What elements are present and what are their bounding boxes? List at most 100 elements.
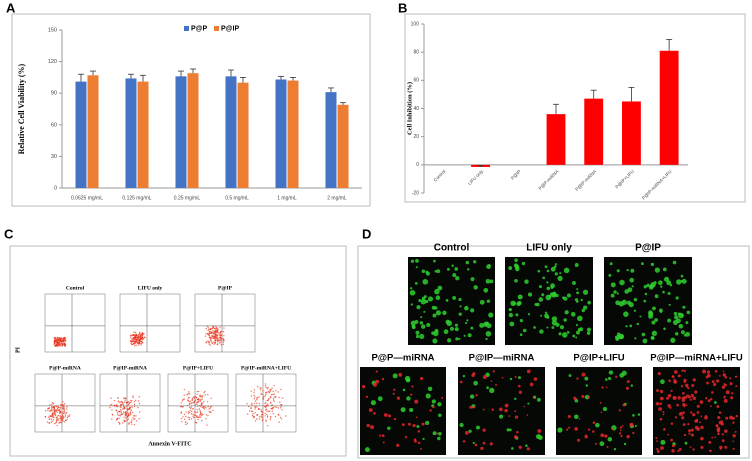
event-dot bbox=[135, 344, 137, 347]
red-cell bbox=[619, 432, 622, 435]
event-dot bbox=[116, 405, 119, 408]
event-dot bbox=[61, 418, 64, 420]
panel-frame bbox=[9, 245, 347, 457]
event-dot bbox=[140, 337, 142, 340]
green-cell bbox=[580, 298, 583, 302]
green-cell bbox=[434, 328, 439, 334]
green-cell bbox=[486, 323, 492, 329]
event-dot bbox=[190, 413, 193, 415]
event-dot bbox=[141, 332, 143, 335]
event-dot bbox=[214, 331, 217, 333]
event-dot bbox=[258, 396, 260, 398]
red-cell bbox=[464, 430, 469, 435]
event-dot bbox=[118, 423, 121, 425]
event-dot bbox=[251, 404, 253, 406]
legend-swatch bbox=[214, 26, 219, 31]
event-dot bbox=[111, 413, 113, 415]
green-cell bbox=[663, 327, 666, 331]
green-cell bbox=[613, 447, 617, 451]
green-cell bbox=[421, 324, 426, 329]
green-cell bbox=[423, 295, 427, 299]
event-dot bbox=[200, 395, 203, 397]
red-cell bbox=[711, 436, 714, 439]
event-dot bbox=[264, 402, 266, 405]
red-cell bbox=[721, 385, 726, 389]
red-cell bbox=[714, 370, 718, 373]
green-cell bbox=[632, 414, 635, 417]
event-dot bbox=[194, 421, 197, 423]
green-cell bbox=[634, 337, 637, 340]
red-cell bbox=[490, 380, 493, 382]
red-cell bbox=[514, 410, 517, 413]
red-cell bbox=[662, 411, 665, 413]
event-dot bbox=[207, 393, 209, 396]
red-cell bbox=[379, 434, 382, 437]
green-cell bbox=[613, 290, 617, 294]
plot-title: Control bbox=[66, 285, 85, 291]
legend-swatch bbox=[184, 26, 189, 31]
event-dot bbox=[215, 339, 217, 342]
dot-cloud bbox=[129, 331, 146, 347]
red-cell bbox=[393, 417, 397, 421]
event-dot bbox=[63, 403, 66, 405]
event-dot bbox=[201, 402, 203, 404]
green-cell bbox=[438, 431, 442, 436]
event-dot bbox=[208, 342, 210, 344]
event-dot bbox=[138, 341, 140, 343]
red-cell bbox=[713, 382, 717, 387]
event-dot bbox=[133, 403, 136, 406]
event-dot bbox=[219, 338, 222, 341]
red-cell bbox=[682, 402, 686, 407]
event-dot bbox=[132, 336, 135, 339]
red-cell bbox=[700, 415, 703, 418]
event-dot bbox=[57, 414, 60, 417]
event-dot bbox=[275, 396, 277, 398]
red-cell bbox=[698, 421, 701, 424]
red-cell bbox=[417, 430, 421, 433]
event-dot bbox=[217, 338, 219, 340]
event-dot bbox=[272, 406, 274, 409]
red-cell bbox=[501, 376, 504, 379]
event-dot bbox=[210, 340, 213, 342]
event-dot bbox=[127, 411, 129, 414]
event-dot bbox=[221, 337, 223, 339]
green-cell bbox=[434, 270, 437, 273]
event-dot bbox=[280, 418, 283, 420]
event-dot bbox=[63, 408, 66, 410]
legend-label: P@IP bbox=[221, 25, 239, 32]
cells bbox=[608, 260, 691, 344]
green-cell bbox=[510, 300, 516, 307]
green-cell bbox=[610, 282, 616, 288]
event-dot bbox=[199, 400, 201, 402]
event-dot bbox=[54, 345, 56, 347]
red-cell bbox=[696, 404, 700, 408]
green-cell bbox=[508, 312, 514, 318]
red-cell bbox=[731, 392, 734, 395]
red-cell bbox=[660, 389, 664, 394]
event-dot bbox=[110, 397, 112, 399]
red-cell bbox=[725, 416, 729, 420]
event-dot bbox=[133, 418, 135, 421]
y-tick-label: 120 bbox=[48, 59, 57, 65]
x-tick-label: LIFU only bbox=[467, 168, 485, 186]
green-cell bbox=[664, 276, 670, 282]
event-dot bbox=[188, 413, 190, 415]
green-cell bbox=[616, 269, 620, 273]
green-cell bbox=[410, 303, 413, 306]
event-dot bbox=[216, 330, 219, 332]
red-cell bbox=[411, 385, 414, 388]
event-dot bbox=[125, 420, 127, 422]
green-cell bbox=[657, 280, 663, 286]
green-cell bbox=[410, 259, 415, 263]
event-dot bbox=[273, 396, 276, 398]
green-cell bbox=[576, 291, 580, 295]
event-dot bbox=[212, 332, 215, 335]
event-dot bbox=[57, 418, 60, 420]
event-dot bbox=[121, 401, 123, 403]
event-dot bbox=[191, 410, 193, 412]
event-dot bbox=[265, 386, 267, 389]
red-cell bbox=[663, 428, 666, 431]
event-dot bbox=[257, 408, 260, 410]
event-dot bbox=[212, 330, 214, 332]
